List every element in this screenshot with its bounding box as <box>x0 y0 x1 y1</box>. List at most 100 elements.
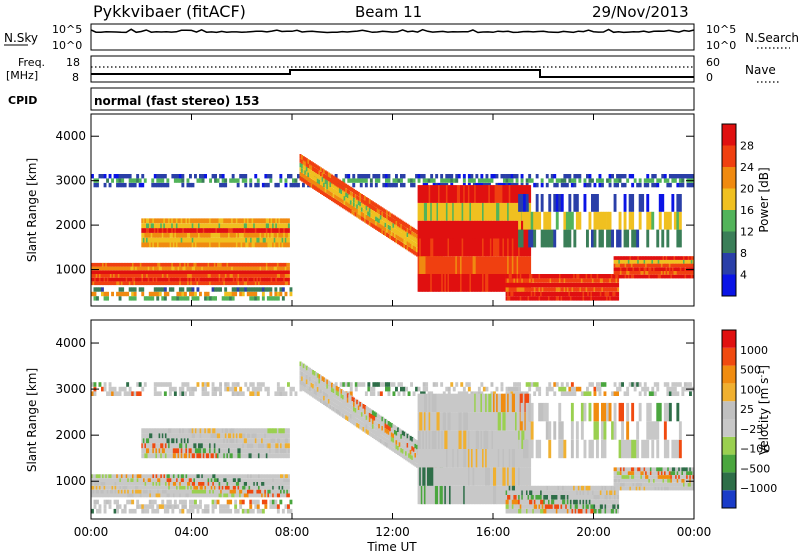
heatmap-cell <box>209 228 212 233</box>
heatmap-cell <box>261 474 264 479</box>
heatmap-cell <box>223 478 226 482</box>
heatmap-cell <box>362 178 366 183</box>
heatmap-cell <box>598 291 601 297</box>
heatmap-cell <box>146 482 149 486</box>
heatmap-cell <box>297 174 300 179</box>
heatmap-cell <box>173 296 177 301</box>
heatmap-cell <box>191 453 194 459</box>
heatmap-cell <box>442 256 445 274</box>
heatmap-cell <box>387 220 390 225</box>
heatmap-cell <box>149 438 152 444</box>
heatmap-cell <box>375 212 378 217</box>
heatmap-cell <box>171 448 174 454</box>
heatmap-cell <box>335 182 338 187</box>
heatmap-cell <box>240 438 243 444</box>
heatmap-cell <box>190 281 193 286</box>
heatmap-cell <box>540 178 544 183</box>
heatmap-cell <box>427 220 429 239</box>
heatmap-cell <box>161 223 164 229</box>
heatmap-cell <box>254 228 257 233</box>
heatmap-cell <box>218 489 221 494</box>
heatmap-cell <box>280 270 282 274</box>
heatmap-cell <box>242 274 245 278</box>
heatmap-cell <box>321 172 324 178</box>
heatmap-cell <box>160 228 163 233</box>
heatmap-cell <box>124 281 127 286</box>
heatmap-cell <box>673 271 676 275</box>
heatmap-cell <box>207 482 210 486</box>
heatmap-cell <box>195 485 197 490</box>
heatmap-cell <box>173 174 177 179</box>
heatmap-cell <box>323 187 326 192</box>
freq-unit: [MHz] <box>6 69 38 82</box>
heatmap-cell <box>261 274 264 278</box>
heatmap-cell <box>182 232 185 238</box>
heatmap-cell <box>163 223 166 229</box>
heatmap-cell <box>232 474 235 479</box>
heatmap-cell <box>251 453 254 459</box>
heatmap-cell <box>692 274 695 279</box>
heatmap-cell <box>172 274 175 278</box>
heatmap-cell <box>601 274 604 279</box>
heatmap-cell <box>275 478 278 482</box>
heatmap-cell <box>147 218 150 224</box>
heatmap-cell <box>626 274 629 279</box>
heatmap-cell <box>135 266 138 271</box>
heatmap-cell <box>423 274 426 292</box>
heatmap-cell <box>188 482 191 486</box>
heatmap-cell <box>142 223 145 229</box>
heatmap-cell <box>174 266 177 271</box>
heatmap-cell <box>223 262 226 267</box>
heatmap-cell <box>228 448 230 454</box>
heatmap-cell <box>261 237 264 243</box>
heatmap-cell <box>201 274 204 278</box>
heatmap-cell <box>161 270 164 274</box>
heatmap-cell <box>359 193 362 198</box>
heatmap-cell <box>245 237 248 243</box>
heatmap-cell <box>155 489 158 494</box>
heatmap-cell <box>392 178 396 183</box>
heatmap-cell <box>522 256 525 274</box>
heatmap-cell <box>258 493 260 498</box>
heatmap-cell <box>425 274 428 292</box>
heatmap-cell <box>150 281 153 286</box>
heatmap-cell <box>234 433 237 439</box>
heatmap-cell <box>678 174 682 179</box>
heatmap-cell <box>235 474 238 479</box>
heatmap-cell <box>675 263 678 268</box>
heatmap-cell <box>563 182 567 188</box>
heatmap-cell <box>582 291 585 297</box>
heatmap-cell <box>316 183 319 188</box>
heatmap-cell <box>546 287 549 292</box>
heatmap-cell <box>91 482 93 486</box>
heatmap-cell <box>188 232 191 238</box>
heatmap-cell <box>458 274 461 292</box>
heatmap-cell <box>626 178 630 183</box>
heatmap-cell <box>146 489 149 494</box>
heatmap-cell <box>593 229 597 248</box>
heatmap-cell <box>163 182 167 188</box>
heatmap-cell <box>273 281 276 286</box>
heatmap-cell <box>541 278 544 283</box>
heatmap-cell <box>259 218 262 224</box>
heatmap-cell <box>211 174 215 179</box>
heatmap-cell <box>662 271 665 275</box>
heatmap-cell <box>527 287 530 292</box>
heatmap-cell <box>210 478 213 482</box>
heatmap-cell <box>261 489 264 494</box>
heatmap-cell <box>607 296 610 301</box>
heatmap-cell <box>180 281 183 286</box>
heatmap-cell <box>357 200 360 206</box>
heatmap-cell <box>113 174 117 179</box>
heatmap-cell <box>248 262 251 267</box>
heatmap-cell <box>357 196 360 201</box>
heatmap-cell <box>312 175 315 180</box>
heatmap-cell <box>240 474 243 479</box>
heatmap-cell <box>195 493 197 498</box>
heatmap-cell <box>378 209 381 215</box>
heatmap-cell <box>596 278 599 283</box>
heatmap-cell <box>455 220 458 239</box>
heatmap-cell <box>364 200 367 205</box>
heatmap-cell <box>235 274 238 278</box>
heatmap-cell <box>613 278 616 283</box>
